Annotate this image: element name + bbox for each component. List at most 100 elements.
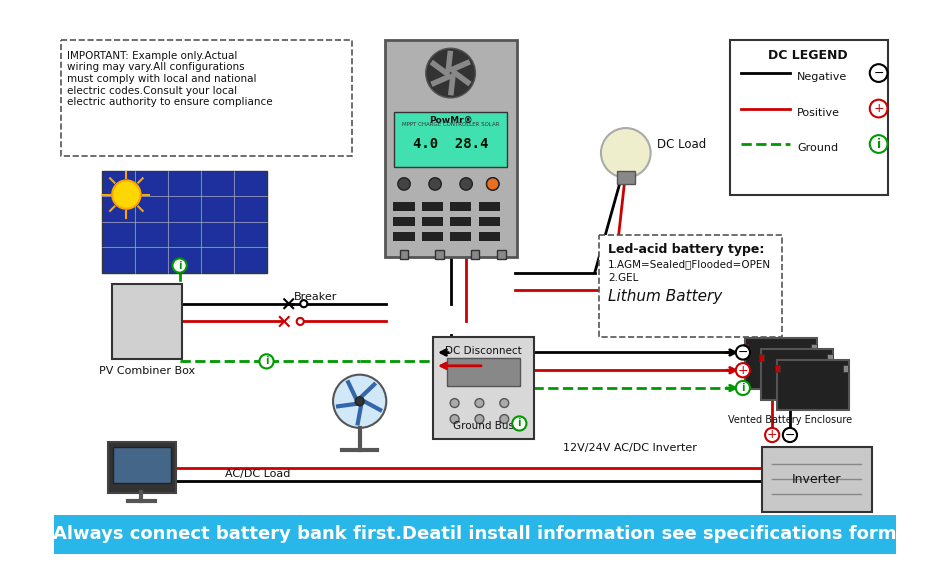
- FancyBboxPatch shape: [743, 343, 749, 350]
- Circle shape: [428, 178, 442, 190]
- FancyBboxPatch shape: [400, 251, 408, 259]
- Text: IMPORTANT: Example only.Actual
wiring may vary.All configurations
must comply wi: IMPORTANT: Example only.Actual wiring ma…: [66, 51, 273, 107]
- FancyBboxPatch shape: [479, 202, 500, 211]
- Circle shape: [870, 100, 887, 117]
- FancyBboxPatch shape: [136, 197, 167, 221]
- Circle shape: [475, 399, 484, 407]
- FancyBboxPatch shape: [479, 217, 500, 225]
- FancyBboxPatch shape: [201, 171, 233, 195]
- FancyBboxPatch shape: [53, 515, 897, 554]
- Circle shape: [355, 397, 364, 406]
- Circle shape: [398, 178, 410, 190]
- Circle shape: [296, 318, 304, 325]
- Circle shape: [500, 399, 508, 407]
- FancyBboxPatch shape: [136, 248, 167, 272]
- Text: MPPT CHARGE CONTROLLER SOLAR: MPPT CHARGE CONTROLLER SOLAR: [402, 122, 500, 127]
- FancyBboxPatch shape: [745, 338, 817, 389]
- Text: Ground Bus: Ground Bus: [453, 421, 514, 431]
- FancyBboxPatch shape: [136, 222, 167, 247]
- FancyBboxPatch shape: [759, 355, 764, 362]
- Circle shape: [870, 135, 887, 153]
- Circle shape: [460, 178, 472, 190]
- Circle shape: [601, 128, 651, 178]
- Text: +: +: [767, 429, 777, 441]
- Circle shape: [333, 375, 387, 428]
- FancyBboxPatch shape: [113, 447, 171, 483]
- FancyBboxPatch shape: [107, 442, 176, 492]
- Text: −: −: [785, 429, 795, 441]
- Circle shape: [450, 399, 459, 407]
- Circle shape: [783, 428, 797, 442]
- Circle shape: [736, 381, 750, 395]
- FancyBboxPatch shape: [470, 251, 480, 259]
- FancyBboxPatch shape: [169, 171, 200, 195]
- Text: Led-acid battery type:: Led-acid battery type:: [608, 244, 765, 257]
- Text: PowMr®: PowMr®: [428, 116, 472, 124]
- FancyBboxPatch shape: [136, 171, 167, 195]
- FancyBboxPatch shape: [762, 447, 871, 512]
- Text: Ground: Ground: [797, 143, 838, 153]
- FancyBboxPatch shape: [201, 248, 233, 272]
- FancyBboxPatch shape: [235, 248, 266, 272]
- Text: −: −: [873, 66, 884, 80]
- FancyBboxPatch shape: [235, 171, 266, 195]
- Text: 1.AGM=Sealed、Flooded=OPEN: 1.AGM=Sealed、Flooded=OPEN: [608, 259, 771, 269]
- Circle shape: [486, 178, 499, 190]
- Text: DC Load: DC Load: [656, 137, 706, 150]
- Circle shape: [259, 355, 274, 369]
- Circle shape: [426, 48, 475, 98]
- Text: Vented Battery Enclosure: Vented Battery Enclosure: [728, 414, 852, 424]
- Text: AC/DC Load: AC/DC Load: [225, 469, 291, 479]
- FancyBboxPatch shape: [235, 222, 266, 247]
- Text: Negative: Negative: [797, 72, 847, 83]
- Text: Always connect battery bank first.Deatil install information see specifications : Always connect battery bank first.Deatil…: [53, 525, 897, 544]
- Circle shape: [173, 258, 187, 272]
- FancyBboxPatch shape: [104, 248, 134, 272]
- FancyBboxPatch shape: [775, 365, 780, 372]
- Text: +: +: [873, 102, 884, 115]
- FancyBboxPatch shape: [422, 232, 443, 241]
- Text: Lithum Battery: Lithum Battery: [608, 289, 722, 303]
- Text: Positive: Positive: [797, 108, 840, 118]
- Text: PV Combiner Box: PV Combiner Box: [99, 366, 195, 376]
- Circle shape: [765, 428, 779, 442]
- Circle shape: [736, 345, 750, 360]
- FancyBboxPatch shape: [497, 251, 506, 259]
- FancyBboxPatch shape: [422, 202, 443, 211]
- Text: i: i: [741, 383, 745, 393]
- FancyBboxPatch shape: [103, 171, 267, 272]
- Text: +: +: [737, 364, 749, 377]
- Circle shape: [500, 414, 508, 423]
- Circle shape: [475, 414, 484, 423]
- Text: DC LEGEND: DC LEGEND: [768, 49, 847, 62]
- Text: 4.0  28.4: 4.0 28.4: [413, 137, 488, 151]
- Text: Breaker: Breaker: [294, 292, 337, 302]
- FancyBboxPatch shape: [61, 41, 352, 156]
- Circle shape: [450, 414, 459, 423]
- Text: DC Disconnect: DC Disconnect: [446, 346, 522, 356]
- Text: i: i: [518, 419, 522, 429]
- Text: i: i: [178, 261, 181, 271]
- FancyBboxPatch shape: [599, 235, 782, 338]
- Circle shape: [300, 300, 308, 307]
- Circle shape: [870, 64, 887, 82]
- FancyBboxPatch shape: [385, 41, 517, 257]
- Circle shape: [486, 178, 499, 190]
- FancyBboxPatch shape: [617, 171, 635, 184]
- Circle shape: [512, 416, 526, 430]
- FancyBboxPatch shape: [450, 217, 471, 225]
- FancyBboxPatch shape: [776, 360, 849, 410]
- FancyBboxPatch shape: [393, 232, 415, 241]
- FancyBboxPatch shape: [447, 358, 521, 386]
- FancyBboxPatch shape: [112, 284, 182, 359]
- Text: 2.GEL: 2.GEL: [608, 272, 638, 283]
- FancyBboxPatch shape: [393, 202, 415, 211]
- FancyBboxPatch shape: [450, 232, 471, 241]
- FancyBboxPatch shape: [235, 197, 266, 221]
- FancyBboxPatch shape: [450, 202, 471, 211]
- FancyBboxPatch shape: [761, 349, 833, 400]
- FancyBboxPatch shape: [169, 222, 200, 247]
- Text: −: −: [737, 346, 749, 359]
- FancyBboxPatch shape: [104, 171, 134, 195]
- Circle shape: [112, 180, 141, 209]
